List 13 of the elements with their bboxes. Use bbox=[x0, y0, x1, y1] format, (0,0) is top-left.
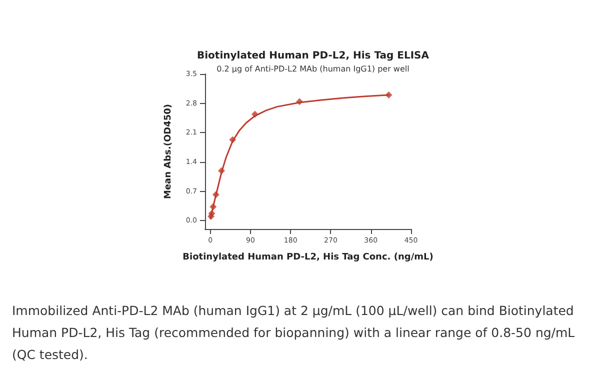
x-axis-title: Biotinylated Human PD-L2, His Tag Conc. (ng/mL) bbox=[182, 252, 434, 262]
point bbox=[385, 91, 392, 98]
point bbox=[210, 203, 217, 210]
chart-title: Biotinylated Human PD-L2, His Tag ELISA bbox=[197, 50, 430, 62]
point bbox=[296, 98, 304, 106]
y-axis-title: Mean Abs.(OD450) bbox=[164, 104, 174, 199]
chart-subtitle: 0.2 µg of Anti-PD-L2 MAb (human IgG1) per well bbox=[216, 64, 410, 74]
point bbox=[251, 110, 258, 118]
point bbox=[208, 210, 216, 217]
text: Immobilized Anti-PD-L2 MAb (human IgG1) at 2 µg/mL (100 µL/well) can bind Biotinylated Human PD-L2, His Tag (recommended for biopanning) with a linear range of 0.8-50 ng/mL (QC tested). bbox=[12, 302, 576, 364]
point bbox=[218, 167, 225, 174]
point bbox=[229, 136, 236, 144]
point bbox=[212, 191, 220, 198]
